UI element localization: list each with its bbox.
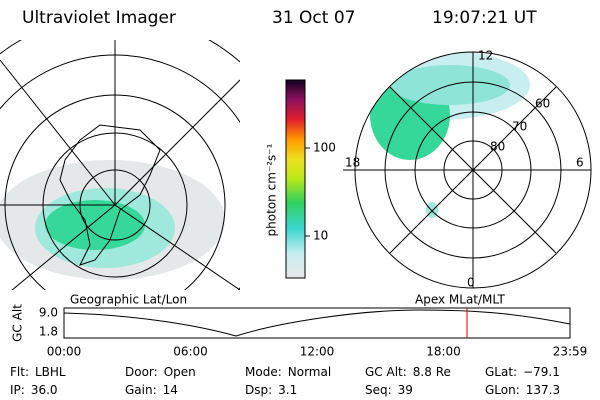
altitude-curve [63, 309, 571, 337]
mlt-label: 18 [345, 156, 360, 170]
status-field: GLon: 137.3 [485, 383, 560, 397]
status-field: Door: Open [125, 365, 196, 379]
colorbar-tick-label: 10 [313, 229, 328, 243]
x-tick-label: 18:00 [426, 345, 461, 359]
status-label: Door: [125, 365, 158, 379]
status-value: 137.3 [526, 383, 560, 397]
mlt-label: 12 [478, 49, 493, 63]
status-value: 36.0 [31, 383, 58, 397]
status-value: 8.8 Re [413, 365, 451, 379]
lat-label: 70 [512, 120, 527, 134]
polar-label: Apex MLat/MLT [415, 293, 505, 307]
colorbar-tick-label: 100 [313, 141, 336, 155]
altitude-frame [63, 307, 571, 339]
x-tick-label: 23:59 [553, 345, 588, 359]
status-field: GLat: −79.1 [485, 365, 560, 379]
geo-label: Geographic Lat/Lon [70, 293, 187, 307]
status-label: Seq: [365, 383, 392, 397]
altitude-axis-label: GC Alt [11, 304, 25, 342]
status-label: Gain: [125, 383, 157, 397]
status-field: Seq: 39 [365, 383, 413, 397]
colorbar [285, 79, 306, 279]
status-label: Flt: [10, 365, 29, 379]
status-label: Dsp: [245, 383, 272, 397]
geo-image [0, 40, 240, 290]
lat-label: 80 [490, 140, 505, 154]
polar-grid [343, 51, 592, 289]
x-tick-label: 00:00 [47, 345, 82, 359]
colorbar-label: photon cm⁻²s⁻¹ [265, 143, 279, 236]
status-label: GLat: [485, 365, 517, 379]
status-field: Gain: 14 [125, 383, 178, 397]
status-field: IP: 36.0 [10, 383, 58, 397]
status-value: Normal [288, 365, 331, 379]
status-value: LBHL [35, 365, 66, 379]
status-label: Mode: [245, 365, 282, 379]
lat-label: 60 [535, 97, 550, 111]
x-tick-label: 06:00 [173, 345, 208, 359]
status-label: IP: [10, 383, 25, 397]
date: 31 Oct 07 [272, 8, 355, 28]
status-field: GC Alt: 8.8 Re [365, 365, 451, 379]
time: 19:07:21 UT [432, 8, 537, 28]
status-value: 14 [163, 383, 178, 397]
status-field: Flt: LBHL [10, 365, 66, 379]
status-field: Dsp: 3.1 [245, 383, 297, 397]
status-field: Mode: Normal [245, 365, 331, 379]
instrument-title: Ultraviolet Imager [22, 8, 176, 28]
status-value: Open [164, 365, 196, 379]
y-tick-label: 9.0 [39, 306, 58, 320]
status-label: GC Alt: [365, 365, 407, 379]
mlt-label: 6 [576, 156, 584, 170]
status-label: GLon: [485, 383, 520, 397]
status-value: −79.1 [523, 365, 560, 379]
x-tick-label: 12:00 [300, 345, 335, 359]
y-tick-label: 1.8 [39, 325, 58, 339]
status-value: 3.1 [278, 383, 297, 397]
mlt-label: 0 [467, 276, 475, 290]
polar-image [355, 52, 530, 218]
status-value: 39 [398, 383, 413, 397]
